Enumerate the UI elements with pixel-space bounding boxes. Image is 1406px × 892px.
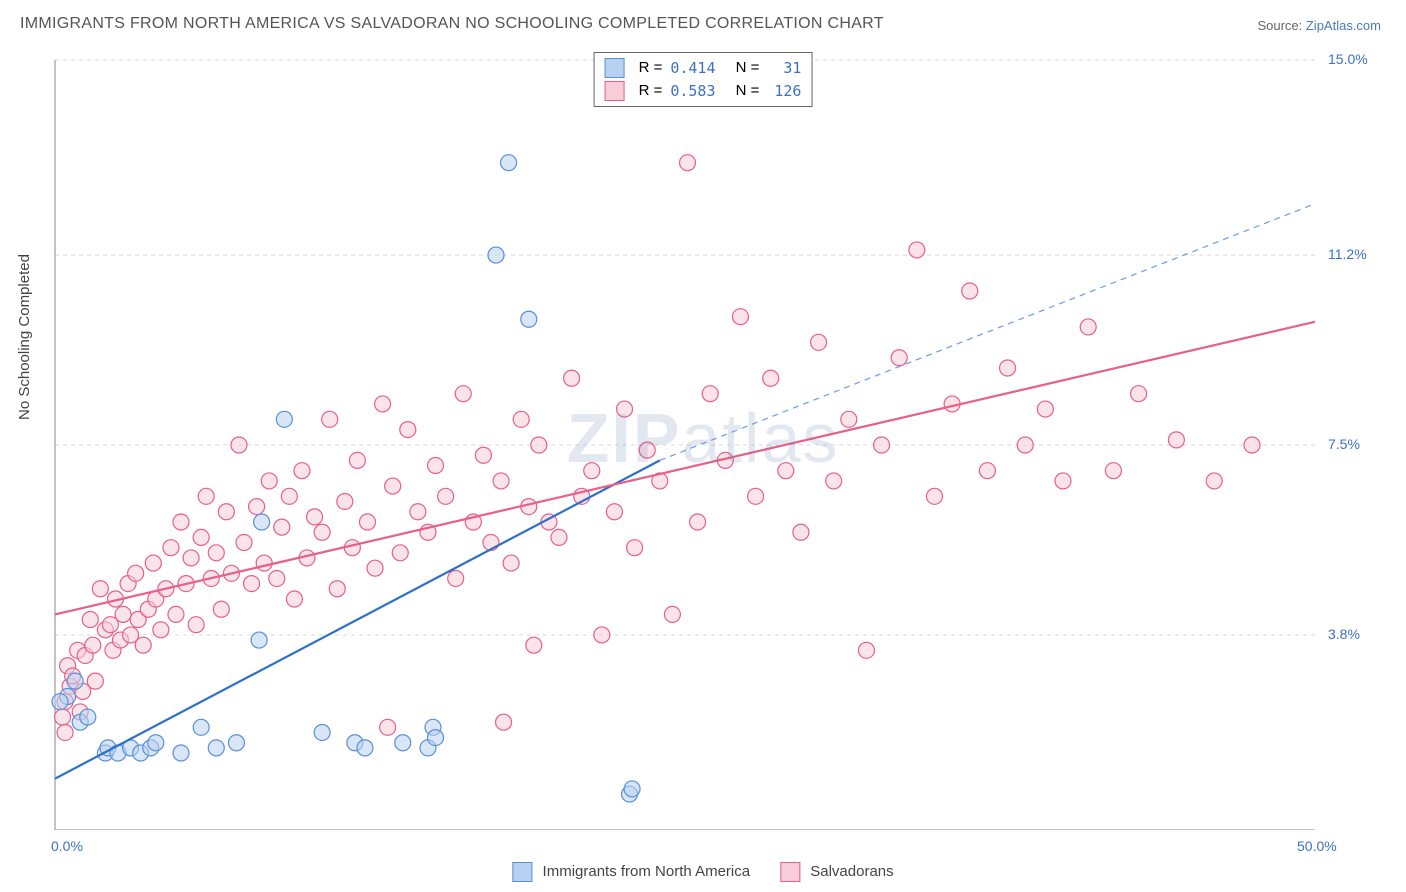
axis-tick-label: 0.0%: [51, 838, 83, 854]
axis-tick-label: 11.2%: [1328, 246, 1367, 262]
legend-row: R = 0.414 N = 31: [605, 57, 802, 80]
legend-item: Salvadorans: [780, 862, 894, 882]
n-label: N =: [736, 57, 760, 80]
legend-bottom: Immigrants from North America Salvadoran…: [512, 862, 893, 882]
n-value: 126: [767, 80, 801, 103]
legend-swatch-pink: [605, 81, 625, 101]
r-value: 0.583: [670, 80, 715, 103]
r-label: R =: [639, 57, 663, 80]
source-attribution: Source: ZipAtlas.com: [1257, 18, 1381, 33]
legend-swatch-pink: [780, 862, 800, 882]
source-link[interactable]: ZipAtlas.com: [1306, 18, 1381, 33]
legend-swatch-blue: [605, 58, 625, 78]
axis-tick-label: 3.8%: [1328, 626, 1360, 642]
legend-swatch-blue: [512, 862, 532, 882]
chart-area: [50, 50, 1360, 830]
n-value: 31: [767, 57, 801, 80]
n-label: N =: [736, 80, 760, 103]
source-label: Source:: [1257, 18, 1305, 33]
chart-title: IMMIGRANTS FROM NORTH AMERICA VS SALVADO…: [20, 15, 884, 33]
legend-label: Salvadorans: [810, 863, 893, 880]
legend-label: Immigrants from North America: [543, 863, 751, 880]
axis-tick-label: 50.0%: [1297, 838, 1337, 854]
legend-row: R = 0.583 N = 126: [605, 80, 802, 103]
legend-item: Immigrants from North America: [512, 862, 750, 882]
correlation-legend: R = 0.414 N = 31 R = 0.583 N = 126: [594, 52, 813, 107]
scatter-chart-svg: [50, 50, 1360, 830]
axis-tick-label: 7.5%: [1328, 436, 1360, 452]
axis-tick-label: 15.0%: [1328, 51, 1368, 67]
r-label: R =: [639, 80, 663, 103]
r-value: 0.414: [670, 57, 715, 80]
y-axis-title: No Schooling Completed: [16, 254, 33, 420]
